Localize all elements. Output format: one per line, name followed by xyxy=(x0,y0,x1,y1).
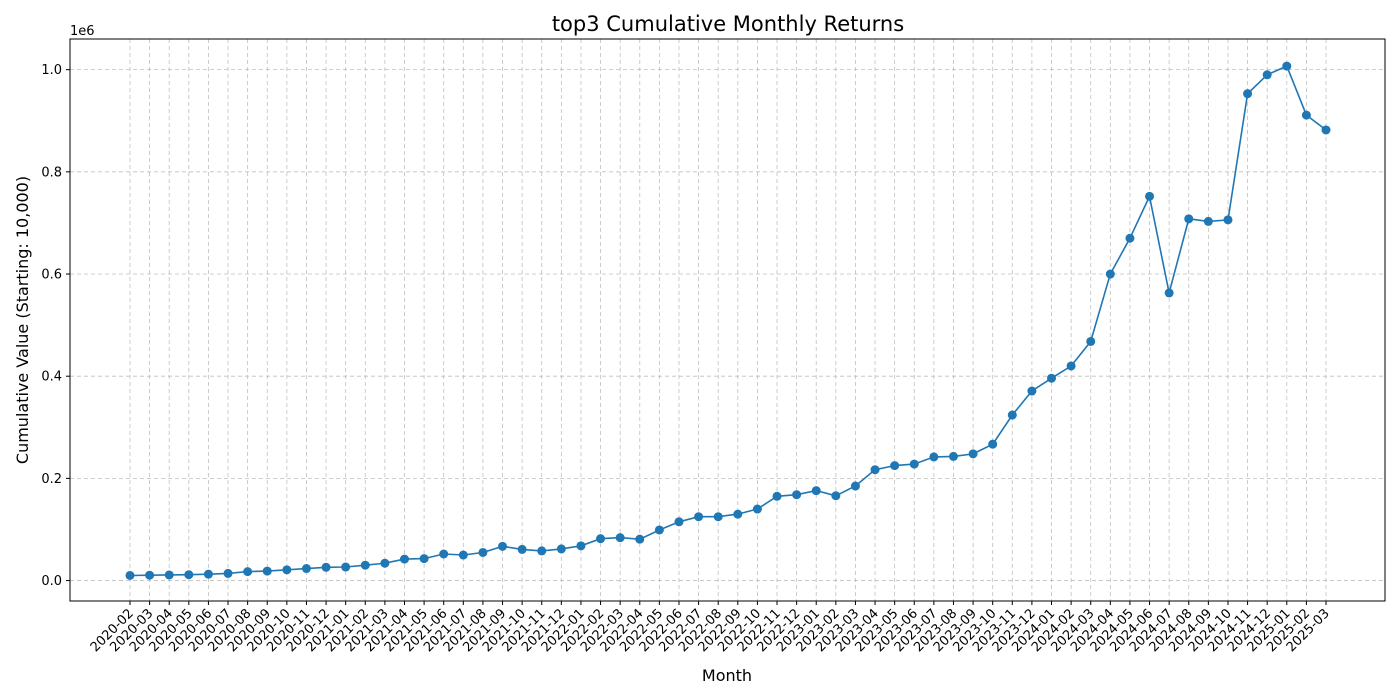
data-point xyxy=(576,541,586,551)
y-tick-label: 0.6 xyxy=(41,268,62,283)
data-point xyxy=(596,534,606,544)
data-point xyxy=(674,517,684,527)
data-point xyxy=(478,547,488,557)
data-point xyxy=(831,491,841,501)
y-axis-offset-label: 1e6 xyxy=(70,24,95,39)
data-point xyxy=(223,568,233,578)
data-point xyxy=(1105,269,1115,279)
data-point xyxy=(909,459,919,469)
y-tick-label: 0.4 xyxy=(41,370,62,385)
x-axis-ticks: 2020-022020-032020-042020-052020-062020-… xyxy=(88,601,1333,655)
grid-lines xyxy=(70,39,1385,601)
series-line xyxy=(129,65,1327,577)
data-point xyxy=(1203,216,1213,226)
chart-title: top3 Cumulative Monthly Returns xyxy=(552,12,904,36)
data-point xyxy=(1066,361,1076,371)
data-point xyxy=(772,491,782,501)
data-point xyxy=(341,562,351,572)
data-point xyxy=(184,570,194,580)
y-tick-label: 0.8 xyxy=(41,165,62,180)
data-point xyxy=(262,566,272,576)
data-point xyxy=(694,512,704,522)
y-tick-label: 1.0 xyxy=(41,63,62,78)
data-point xyxy=(1321,125,1331,135)
data-point xyxy=(890,461,900,471)
data-point xyxy=(125,570,135,580)
x-axis-label: Month xyxy=(702,666,752,685)
y-axis-ticks: 0.0 0.2 0.4 0.6 0.8 1.0 xyxy=(41,63,70,589)
data-point xyxy=(713,512,723,522)
plot-area-frame xyxy=(69,38,1386,602)
data-point xyxy=(399,554,409,564)
data-point xyxy=(1145,191,1155,201)
data-point xyxy=(929,452,939,462)
data-point xyxy=(537,546,547,556)
data-point xyxy=(145,570,155,580)
data-point xyxy=(498,541,508,551)
data-point xyxy=(556,544,566,554)
data-point xyxy=(1243,89,1253,99)
data-point xyxy=(1007,410,1017,420)
data-point xyxy=(1184,214,1194,224)
y-tick-label: 0.0 xyxy=(41,574,62,589)
series-line-layer xyxy=(125,61,1331,580)
data-point xyxy=(380,558,390,568)
data-point xyxy=(1262,70,1272,80)
data-point xyxy=(850,481,860,491)
data-point xyxy=(1086,336,1096,346)
data-point xyxy=(988,439,998,449)
data-point xyxy=(654,525,664,535)
data-point xyxy=(360,560,370,570)
data-point xyxy=(1282,61,1292,71)
data-point xyxy=(458,550,468,560)
data-point xyxy=(243,567,253,577)
data-point xyxy=(752,504,762,514)
data-point xyxy=(635,534,645,544)
data-point xyxy=(948,451,958,461)
data-point xyxy=(1301,110,1311,120)
data-point xyxy=(870,465,880,475)
data-point xyxy=(164,570,174,580)
y-axis-label: Cumulative Value (Starting: 10,000) xyxy=(13,176,32,464)
data-point xyxy=(1125,233,1135,243)
data-point xyxy=(1164,288,1174,298)
data-point xyxy=(1223,215,1233,225)
data-point xyxy=(811,486,821,496)
y-tick-label: 0.2 xyxy=(41,472,62,487)
data-point xyxy=(733,509,743,519)
data-point xyxy=(439,549,449,559)
data-point xyxy=(301,564,311,574)
data-point xyxy=(321,562,331,572)
data-point xyxy=(282,565,292,575)
data-point xyxy=(615,533,625,543)
data-point xyxy=(1047,373,1057,383)
data-point xyxy=(792,490,802,500)
data-point xyxy=(419,554,429,564)
data-point xyxy=(968,449,978,459)
data-point xyxy=(203,569,213,579)
data-point xyxy=(517,544,527,554)
data-point xyxy=(1027,386,1037,396)
